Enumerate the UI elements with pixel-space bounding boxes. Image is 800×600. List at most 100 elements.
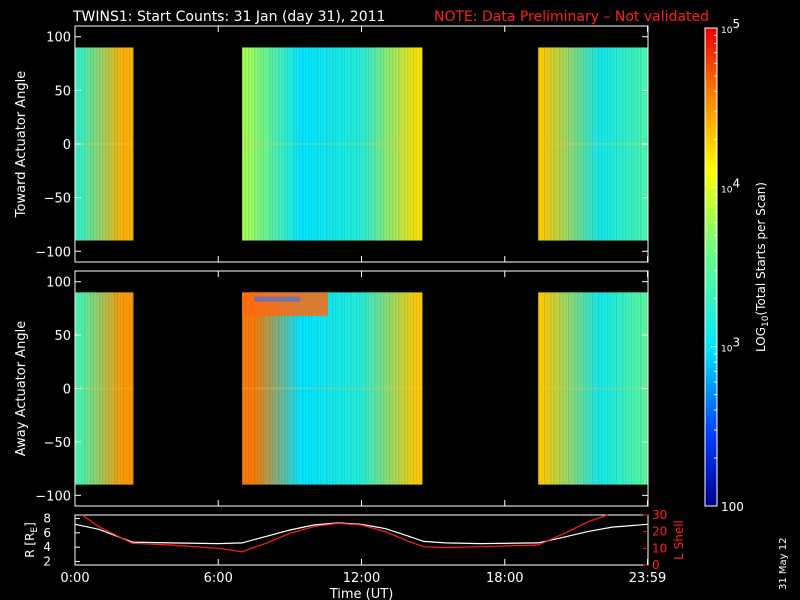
heatmap-stripe	[242, 47, 244, 241]
heatmap-stripe	[335, 292, 337, 485]
heatmap-stripe	[625, 47, 627, 241]
heatmap-stripe	[311, 292, 313, 485]
heatmap-stripe	[293, 47, 295, 241]
zero-angle-band	[75, 387, 134, 390]
heatmap-stripe	[640, 292, 642, 485]
y-tick-label: −100	[35, 245, 71, 260]
heatmap-stripe	[634, 47, 636, 241]
right-tick-label: 10	[652, 541, 667, 555]
heatmap-stripe	[254, 47, 256, 241]
heatmap-stripe	[374, 292, 376, 485]
heatmap-stripe	[108, 292, 110, 485]
heatmap-stripe	[353, 47, 355, 241]
heatmap-stripe	[245, 292, 247, 485]
heatmap-stripe	[559, 292, 561, 485]
heatmap-stripe	[583, 47, 585, 241]
heatmap-stripe	[598, 292, 600, 485]
heatmap-stripe	[308, 292, 310, 485]
heatmap-stripe	[302, 292, 304, 485]
colorbar-tick-label: 105	[721, 17, 740, 36]
heatmap-stripe	[386, 47, 388, 241]
left-tick-label: 6	[43, 526, 51, 540]
heatmap-block	[242, 292, 423, 485]
heatmap-stripe	[332, 292, 334, 485]
heatmap-stripe	[631, 47, 633, 241]
heatmap-stripe	[398, 292, 400, 485]
heatmap-stripe	[380, 47, 382, 241]
heatmap-stripe	[571, 292, 573, 485]
heatmap-stripe	[419, 292, 421, 485]
heatmap-stripe	[371, 47, 373, 241]
heatmap-stripe	[553, 292, 555, 485]
heatmap-stripe	[299, 47, 301, 241]
heatmap-stripe	[129, 292, 131, 485]
heatmap-stripe	[410, 47, 412, 241]
heatmap-stripe	[248, 47, 250, 241]
heatmap-stripe	[344, 47, 346, 241]
heatmap-stripe	[126, 292, 128, 485]
heatmap-stripe	[359, 292, 361, 485]
heatmap-stripe	[269, 292, 271, 485]
y-axis-label: Toward Actuator Angle	[14, 71, 29, 218]
colorbar-gradient	[705, 28, 717, 506]
heatmap-stripe	[108, 47, 110, 241]
heatmap-stripe	[344, 292, 346, 485]
heatmap-stripe	[389, 47, 391, 241]
heatmap-stripe	[308, 47, 310, 241]
heatmap-stripe	[404, 47, 406, 241]
right-tick-label: 0	[652, 558, 660, 572]
heatmap-stripe	[538, 292, 540, 485]
heatmap-stripe	[111, 47, 113, 241]
heatmap-stripe	[314, 47, 316, 241]
heatmap-stripe	[622, 292, 624, 485]
y-tick-label: −50	[44, 436, 71, 451]
heatmap-stripe	[251, 47, 253, 241]
heatmap-stripe	[251, 292, 253, 485]
heatmap-stripe	[392, 47, 394, 241]
heatmap-stripe	[556, 47, 558, 241]
heatmap-stripe	[242, 292, 244, 485]
high-count-gap	[254, 296, 301, 302]
heatmap-stripe	[559, 47, 561, 241]
date-stamp: 31 May 12	[778, 538, 789, 590]
x-tick-label: 6:00	[204, 571, 233, 586]
heatmap-stripe	[114, 292, 116, 485]
heatmap-stripe	[544, 292, 546, 485]
heatmap-stripe	[610, 292, 612, 485]
heatmap-stripe	[287, 292, 289, 485]
y-axis-label: Away Actuator Angle	[14, 321, 29, 456]
heatmap-stripe	[93, 47, 95, 241]
heatmap-stripe	[347, 292, 349, 485]
x-tick-label: 23:59	[629, 571, 666, 586]
heatmap-stripe	[562, 47, 564, 241]
heatmap-stripe	[296, 47, 298, 241]
heatmap-stripe	[272, 47, 274, 241]
toward-angle-panel: 100 50 0 −50 −100 Toward Actuator Angle	[14, 25, 649, 263]
heatmap-stripe	[314, 292, 316, 485]
heatmap-stripe	[99, 292, 101, 485]
heatmap-stripe	[293, 292, 295, 485]
heatmap-stripe	[377, 292, 379, 485]
heatmap-stripe	[619, 47, 621, 241]
heatmap-stripe	[84, 292, 86, 485]
heatmap-stripe	[359, 47, 361, 241]
zero-angle-band	[538, 143, 648, 145]
heatmap-stripe	[380, 292, 382, 485]
heatmap-stripe	[287, 47, 289, 241]
heatmap-stripe	[550, 47, 552, 241]
heatmap-stripe	[117, 47, 119, 241]
heatmap-stripe	[637, 292, 639, 485]
heatmap-stripe	[245, 47, 247, 241]
heatmap-stripe	[320, 292, 322, 485]
heatmap-stripe	[628, 47, 630, 241]
heatmap-stripe	[263, 47, 265, 241]
heatmap-stripe	[413, 292, 415, 485]
heatmap-stripe	[550, 292, 552, 485]
heatmap-stripe	[266, 292, 268, 485]
heatmap-stripe	[90, 292, 92, 485]
heatmap-stripe	[568, 47, 570, 241]
radius-axis-label: R [RE]	[23, 522, 40, 558]
heatmap-block	[75, 47, 134, 241]
heatmap-stripe	[383, 292, 385, 485]
